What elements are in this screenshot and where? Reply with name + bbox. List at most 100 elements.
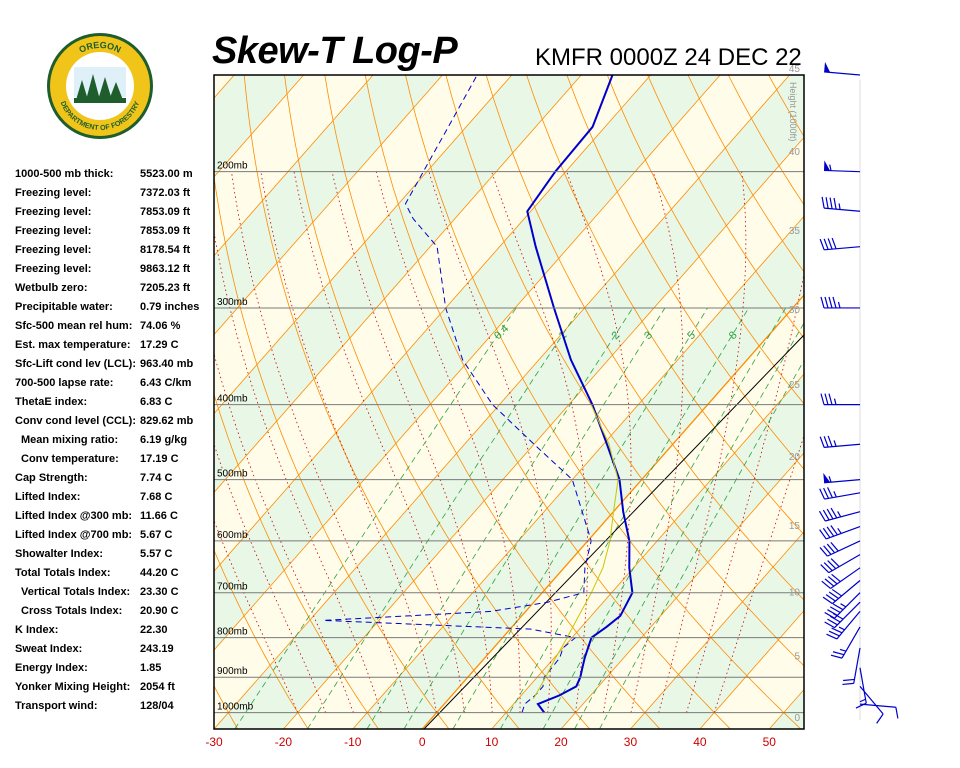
wind-barb-half-flag bbox=[833, 440, 837, 447]
wind-barb-flag bbox=[830, 541, 839, 552]
stat-label: 1000-500 mb thick: bbox=[15, 168, 114, 180]
stat-value: 7372.03 ft bbox=[140, 187, 191, 199]
wind-barb-flag bbox=[829, 197, 833, 209]
stat-value: 1.85 bbox=[140, 662, 162, 674]
wind-barb bbox=[824, 61, 861, 76]
isotherm-line bbox=[214, 75, 235, 99]
wind-barb bbox=[821, 567, 861, 589]
wind-barb bbox=[859, 686, 884, 724]
wind-barb-flag bbox=[819, 529, 827, 540]
dry-adiabat bbox=[0, 75, 97, 729]
wind-barb-flag bbox=[826, 633, 838, 640]
stat-value: 8178.54 ft bbox=[140, 244, 191, 256]
wind-barb-flag bbox=[819, 436, 825, 448]
stat-row: Lifted Index @700 mb: 5.67 C bbox=[15, 529, 215, 548]
dry-adiabat bbox=[930, 75, 960, 729]
wind-barb-flag bbox=[827, 560, 837, 570]
wind-barb bbox=[824, 592, 861, 619]
stat-row: Freezing level: 8178.54 ft bbox=[15, 244, 215, 263]
stat-label: K Index: bbox=[15, 624, 59, 636]
wind-barb-flag bbox=[827, 435, 833, 447]
stat-row: Vertical Totals Index: 23.30 C bbox=[15, 586, 215, 605]
wind-barb-flag bbox=[826, 508, 834, 520]
stat-row: Conv temperature: 17.19 C bbox=[15, 453, 215, 472]
stat-row: Freezing level: 9863.12 ft bbox=[15, 263, 215, 282]
stat-label: Lifted Index @700 mb: bbox=[15, 529, 133, 541]
wind-barb bbox=[818, 507, 861, 522]
wind-barb-flag bbox=[822, 596, 833, 605]
wind-barb-flag bbox=[823, 238, 829, 250]
wind-barb-shaft bbox=[853, 647, 861, 684]
wind-barb-pennant bbox=[823, 472, 831, 483]
stat-row: Precipitable water: 0.79 inches bbox=[15, 301, 215, 320]
wind-barb-shaft bbox=[841, 626, 861, 659]
wind-barb-flag bbox=[830, 558, 840, 568]
stat-value: 44.20 C bbox=[140, 567, 179, 579]
stat-value: 74.06 % bbox=[140, 320, 181, 332]
wind-barb-flag bbox=[824, 393, 829, 405]
stat-label: 700-500 lapse rate: bbox=[15, 377, 114, 389]
wind-barb bbox=[820, 393, 860, 406]
isobar-label: 400mb bbox=[217, 394, 248, 405]
stat-row: Transport wind: 128/04 bbox=[15, 700, 215, 719]
isotherm-line bbox=[352, 215, 804, 729]
wind-barb-flag bbox=[826, 526, 835, 537]
wind-barb-flag bbox=[822, 527, 831, 538]
wind-barb-flag bbox=[818, 510, 826, 522]
wind-barb bbox=[826, 611, 861, 640]
isobar-label: 600mb bbox=[217, 530, 248, 541]
wind-barb-flag bbox=[842, 682, 854, 686]
stat-value: 20.90 C bbox=[140, 605, 179, 617]
temperature-tick-label: -10 bbox=[344, 735, 362, 749]
wind-barb-half-flag bbox=[829, 164, 832, 171]
wind-barb-half-flag bbox=[838, 203, 841, 210]
stat-row: Mean mixing ratio: 6.19 g/kg bbox=[15, 434, 215, 453]
isotherm-line bbox=[0, 75, 95, 729]
isotherm-line bbox=[839, 75, 960, 729]
wind-barb-shaft bbox=[824, 443, 861, 448]
wind-barb-shaft bbox=[836, 611, 861, 640]
wind-barb-shaft bbox=[834, 592, 861, 619]
isotherm-line bbox=[0, 75, 165, 729]
stat-value: 7205.23 ft bbox=[140, 282, 191, 294]
stat-value: 6.83 C bbox=[140, 396, 173, 408]
wind-barb-shaft bbox=[830, 567, 861, 589]
wind-barb-flag bbox=[831, 588, 842, 597]
temperature-tick-label: 10 bbox=[485, 735, 499, 749]
mixing-ratio-line bbox=[499, 307, 750, 729]
moist-adiabat bbox=[658, 171, 747, 713]
wind-barb bbox=[819, 435, 861, 448]
stat-label: Freezing level: bbox=[15, 244, 92, 256]
stat-row: K Index: 22.30 bbox=[15, 624, 215, 643]
isotherm-line bbox=[491, 373, 804, 729]
wind-barb-flag bbox=[830, 507, 838, 519]
stat-row: Freezing level: 7853.09 ft bbox=[15, 206, 215, 225]
wind-barb-shaft bbox=[824, 246, 861, 251]
plot-frame bbox=[213, 74, 805, 730]
wind-barb-flag bbox=[832, 651, 845, 656]
sounding-indices-panel: 1000-500 mb thick: 5523.00 m Freezing leve… bbox=[15, 168, 215, 719]
stat-row: 700-500 lapse rate: 6.43 C/km bbox=[15, 377, 215, 396]
wind-barb-shaft bbox=[859, 686, 884, 715]
stat-value: 6.19 g/kg bbox=[140, 434, 188, 446]
stat-value: 5.67 C bbox=[140, 529, 173, 541]
wind-barb-shaft bbox=[824, 207, 861, 212]
mixing-ratio-line bbox=[366, 307, 633, 729]
stat-label: Lifted Index: bbox=[15, 491, 81, 503]
temperature-tick-label: 0 bbox=[419, 735, 426, 749]
stat-label: Yonker Mixing Height: bbox=[15, 681, 131, 693]
isobar-label: 300mb bbox=[217, 297, 248, 308]
wind-barb bbox=[842, 647, 861, 686]
stat-label: Conv temperature: bbox=[21, 453, 119, 465]
wind-barb-flag bbox=[823, 487, 830, 499]
height-tick-label: 40 bbox=[789, 147, 801, 158]
wind-barb bbox=[824, 601, 861, 629]
stat-label: Energy Index: bbox=[15, 662, 88, 674]
stat-label: Freezing level: bbox=[15, 187, 92, 199]
height-tick-label: 45 bbox=[789, 64, 801, 75]
isotherm-line bbox=[560, 452, 804, 729]
wind-barb-half-flag bbox=[837, 527, 842, 534]
stat-row: Freezing level: 7372.03 ft bbox=[15, 187, 215, 206]
stat-value: 6.43 C/km bbox=[140, 377, 192, 389]
isobar-label: 700mb bbox=[217, 582, 248, 593]
